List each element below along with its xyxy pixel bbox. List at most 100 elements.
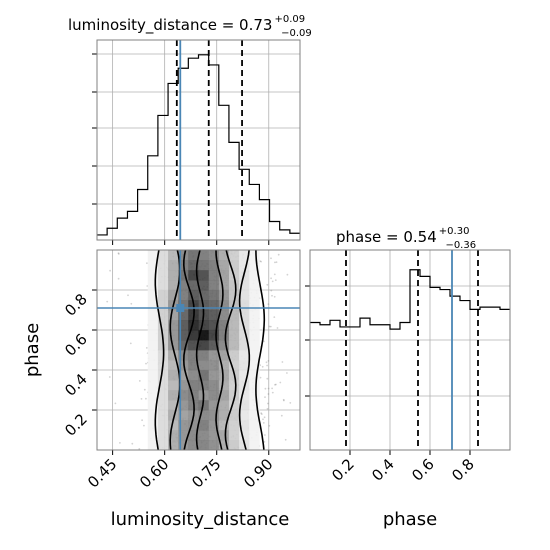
density-cell [147,440,159,450]
density-cell [147,430,159,441]
sample-point [267,387,270,390]
density-cell [249,330,260,341]
sample-point [269,325,272,328]
density-cell [188,260,199,271]
density-cell [168,250,179,261]
density-cell [147,420,159,431]
density-cell [168,290,179,301]
sample-point [117,252,120,255]
contour-line [255,250,266,450]
density-cell [228,280,240,291]
histogram-step-distance [97,54,300,236]
density-cell [218,260,230,271]
density-cell [218,430,230,441]
density-cell [168,430,179,441]
density-cell [168,440,179,450]
contour-line [182,250,195,450]
sample-point [138,380,141,382]
density-cell [147,250,159,261]
density-cell [208,380,220,391]
density-cell [178,250,189,261]
density-cell [188,320,199,331]
density-cell [178,440,189,450]
density-cell [249,430,260,441]
tick-label: 0.2 [328,455,358,485]
sample-point [259,376,262,379]
density-cell [208,430,220,441]
sample-point [266,407,269,410]
density-cell [188,290,199,301]
sample-point [267,303,270,305]
sample-point [280,414,283,417]
density-cell [178,430,189,441]
density-cell [178,410,189,421]
ylabel-phase: phase [22,323,43,377]
sample-point [145,362,147,365]
density-cell [218,370,230,381]
density-cell [168,360,179,371]
sample-point [271,387,273,390]
sample-point [273,295,276,298]
density-cell [168,320,179,331]
density-cell [157,440,169,450]
density-cell [228,350,240,361]
density-cell [239,350,250,361]
density-cell [249,280,260,291]
density-cell [188,380,199,391]
sample-point [268,325,271,328]
density-cell [157,390,169,401]
density-cell [198,260,209,271]
density-cell [208,290,220,301]
density-cell [188,370,199,381]
density-cell [208,370,220,381]
sample-point [143,388,146,391]
density-cell [168,410,179,421]
density-cell [178,270,189,281]
density-cell [147,340,159,351]
density-cell [249,440,260,450]
density-cell [249,410,260,421]
density-cell [178,390,189,401]
density-cell [157,300,169,311]
contour-line [169,250,181,450]
sample-point [263,340,265,343]
tick-label: 0.75 [188,455,224,491]
density-cell [249,290,260,301]
title-phase: phase = 0.54 +0.30 −0.36 [336,226,476,251]
density-cell [249,320,260,331]
density-cell [168,390,179,401]
tick-label: 0.8 [61,290,91,320]
sample-point [266,377,269,380]
density-cell [208,350,220,361]
frame-2d [96,249,301,451]
density-cell [157,370,169,381]
density-cell [157,250,169,261]
density-cell [198,280,209,291]
density-cell [228,410,240,421]
density-cell [249,300,260,311]
density-cell [218,340,230,351]
density-cell [188,420,199,431]
density-cell [249,370,260,381]
density-cell [198,340,209,351]
density-cell [239,250,250,261]
density-cell [208,400,220,411]
density-cell [228,340,240,351]
sample-point [266,283,269,286]
density-cell [188,330,199,341]
density-cell [178,280,189,291]
density-cell [188,360,199,371]
density-cell [218,440,230,450]
density-cell [147,290,159,301]
density-cell [218,280,230,291]
density-cell [208,320,220,331]
sample-point [266,364,268,367]
density-cell [208,340,220,351]
density-cell [188,280,199,291]
density-cell [208,440,220,450]
contour-line [154,250,165,450]
density-cell [157,380,169,391]
contour-line [215,250,224,450]
density-cell [249,380,260,391]
